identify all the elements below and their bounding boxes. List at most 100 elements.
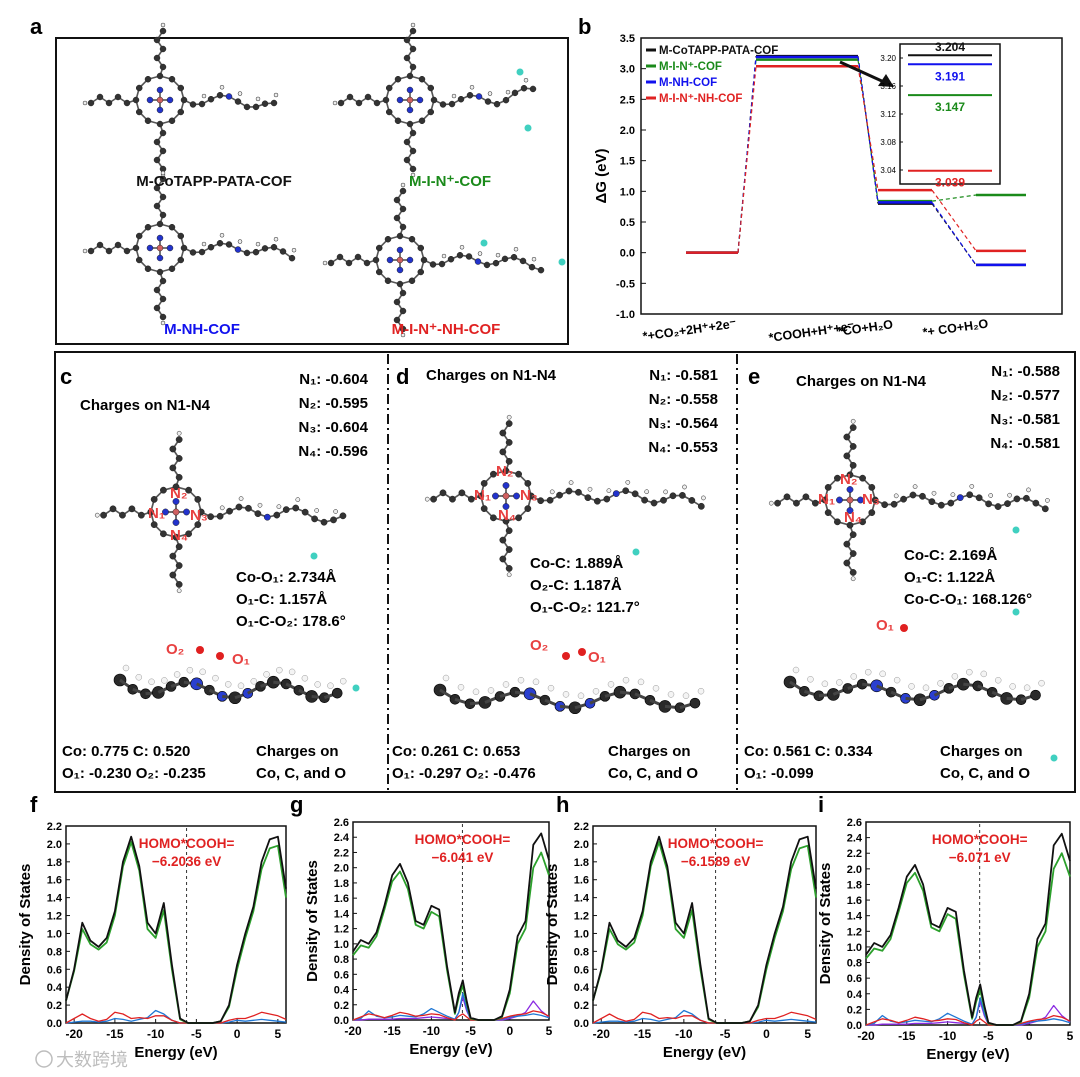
panel-b-label: b	[578, 14, 591, 39]
atom	[375, 268, 383, 276]
x-tick-label: -15	[634, 1027, 652, 1041]
molecule-group-a	[82, 22, 566, 338]
atom	[603, 495, 611, 503]
atom	[180, 244, 188, 252]
atom	[301, 508, 309, 516]
atom	[385, 108, 393, 116]
atom	[652, 685, 660, 692]
atom	[448, 100, 456, 108]
atom	[161, 677, 168, 684]
atom	[409, 165, 417, 173]
atom	[153, 36, 161, 44]
panel-d-n3: N₃: -0.564	[649, 415, 719, 432]
atom	[859, 474, 866, 482]
atom	[438, 260, 446, 268]
legend-label: M-CoTAPP-PATA-COF	[659, 45, 778, 57]
atom	[207, 95, 215, 103]
atom	[159, 63, 167, 71]
y-tick-label: 1.8	[574, 857, 589, 869]
atom-label-n2: N₂	[840, 471, 858, 488]
atom	[159, 175, 167, 183]
atom	[524, 505, 532, 513]
atom	[255, 241, 261, 247]
atom	[519, 257, 527, 265]
atom	[198, 100, 206, 108]
x-tick-label: -20	[344, 1024, 362, 1038]
atom	[502, 681, 510, 688]
atom	[219, 232, 225, 238]
structure-name-4: M-I-N⁺-NH-COF	[392, 321, 501, 338]
atom	[153, 304, 161, 312]
iodide-ion	[524, 124, 532, 132]
atom	[169, 464, 177, 472]
atom	[186, 666, 194, 674]
inset-value: 3.204	[935, 40, 965, 54]
panel-label: i	[818, 792, 824, 817]
atom-label-n3: N₃	[190, 507, 208, 524]
atom	[505, 457, 513, 465]
y-tick-label: 1.5	[620, 156, 635, 168]
atom	[1038, 679, 1045, 687]
panel-e-n4: N₄: -0.581	[990, 435, 1060, 452]
atom-label-n1: N₁	[148, 505, 165, 522]
panels-cde-frame	[54, 351, 1076, 793]
atom	[396, 96, 404, 104]
panel-d-title: Charges on N1-N4	[426, 367, 557, 384]
iodide-ion	[352, 684, 360, 692]
oxygen-atom	[196, 646, 204, 654]
atom	[153, 156, 161, 164]
dos-line-total	[592, 835, 817, 1024]
atom	[768, 500, 774, 506]
atom	[631, 490, 639, 498]
atom	[1004, 500, 1011, 508]
legend-label: M-NH-COF	[659, 77, 717, 89]
atom	[408, 277, 416, 285]
atom	[846, 471, 854, 479]
atom	[311, 515, 319, 523]
atom	[396, 280, 404, 288]
atom	[175, 581, 183, 588]
atom	[148, 678, 155, 686]
panel-c-geom-1: Co-O₁: 2.734Å	[236, 569, 337, 586]
arrow-head-icon	[878, 74, 894, 87]
atom	[399, 205, 407, 213]
y-tick-label: 2.0	[334, 863, 349, 875]
atom	[396, 232, 404, 240]
atom	[177, 256, 185, 264]
atom	[587, 486, 593, 492]
y-tick-label: 0.8	[847, 958, 862, 970]
atom	[198, 248, 206, 256]
atom	[175, 543, 183, 551]
atom	[243, 103, 251, 111]
x-tick-label: 5	[804, 1027, 811, 1041]
atom	[688, 497, 696, 504]
atom	[393, 214, 401, 222]
iodide-ion	[1012, 608, 1020, 616]
y-tick-label: 0.4	[574, 982, 590, 994]
atom	[237, 91, 243, 96]
atom	[172, 498, 180, 505]
atom-label-n3: N₃	[862, 491, 880, 508]
atom	[890, 500, 898, 508]
atom	[87, 99, 95, 107]
x-tick-label: 0	[234, 1027, 241, 1041]
dos-panel-i: i 2.6 2.4 2.2 2.0 1.8 1.6 1.4 1.2 1.0 0.8 0.6 0.4 0.2…	[817, 792, 1074, 1063]
y-tick-label: 1.6	[47, 875, 62, 887]
atom	[254, 510, 262, 518]
atom	[556, 491, 563, 499]
atom	[175, 562, 183, 569]
atom-label-n2: N₂	[170, 485, 188, 502]
atom	[451, 93, 457, 99]
atom	[409, 45, 417, 53]
atom	[159, 45, 167, 53]
atom-label-n4: N₄	[844, 509, 862, 526]
y-tick-label: 1.4	[847, 911, 863, 923]
atom	[82, 248, 88, 254]
atom	[864, 668, 872, 676]
atom	[109, 505, 117, 513]
atom	[201, 93, 207, 99]
atom	[502, 503, 510, 510]
atom	[137, 511, 145, 519]
connector	[931, 194, 977, 202]
panel-e: e Charges on N1-N4 N₁: -0.588 N₂: -0.577…	[744, 363, 1060, 782]
